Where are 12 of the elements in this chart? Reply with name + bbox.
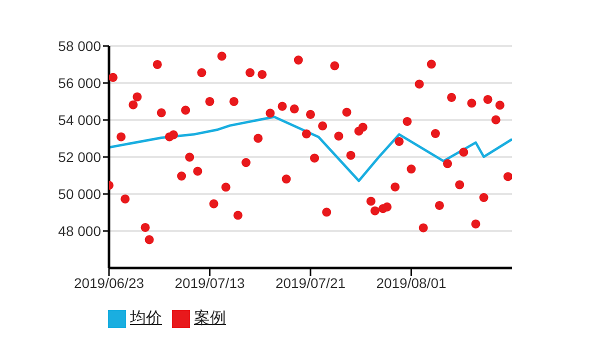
y-tick-label: 58 000	[58, 38, 102, 54]
y-tick-label: 56 000	[58, 74, 102, 91]
legend-label: 案例	[194, 310, 226, 327]
y-tick-label: 48 000	[58, 222, 102, 239]
x-tick-label: 2019/07/21	[275, 274, 346, 291]
y-tick-label: 50 000	[58, 186, 102, 202]
y-tick-label: 54 000	[58, 112, 102, 128]
y-tick-label: 52 000	[58, 148, 102, 165]
legend-label: 均价	[130, 310, 162, 327]
x-tick-label: 2019/07/13	[174, 274, 245, 291]
x-tick-label: 2019/06/23	[74, 274, 144, 291]
x-tick-label: 2019/08/01	[376, 274, 446, 291]
